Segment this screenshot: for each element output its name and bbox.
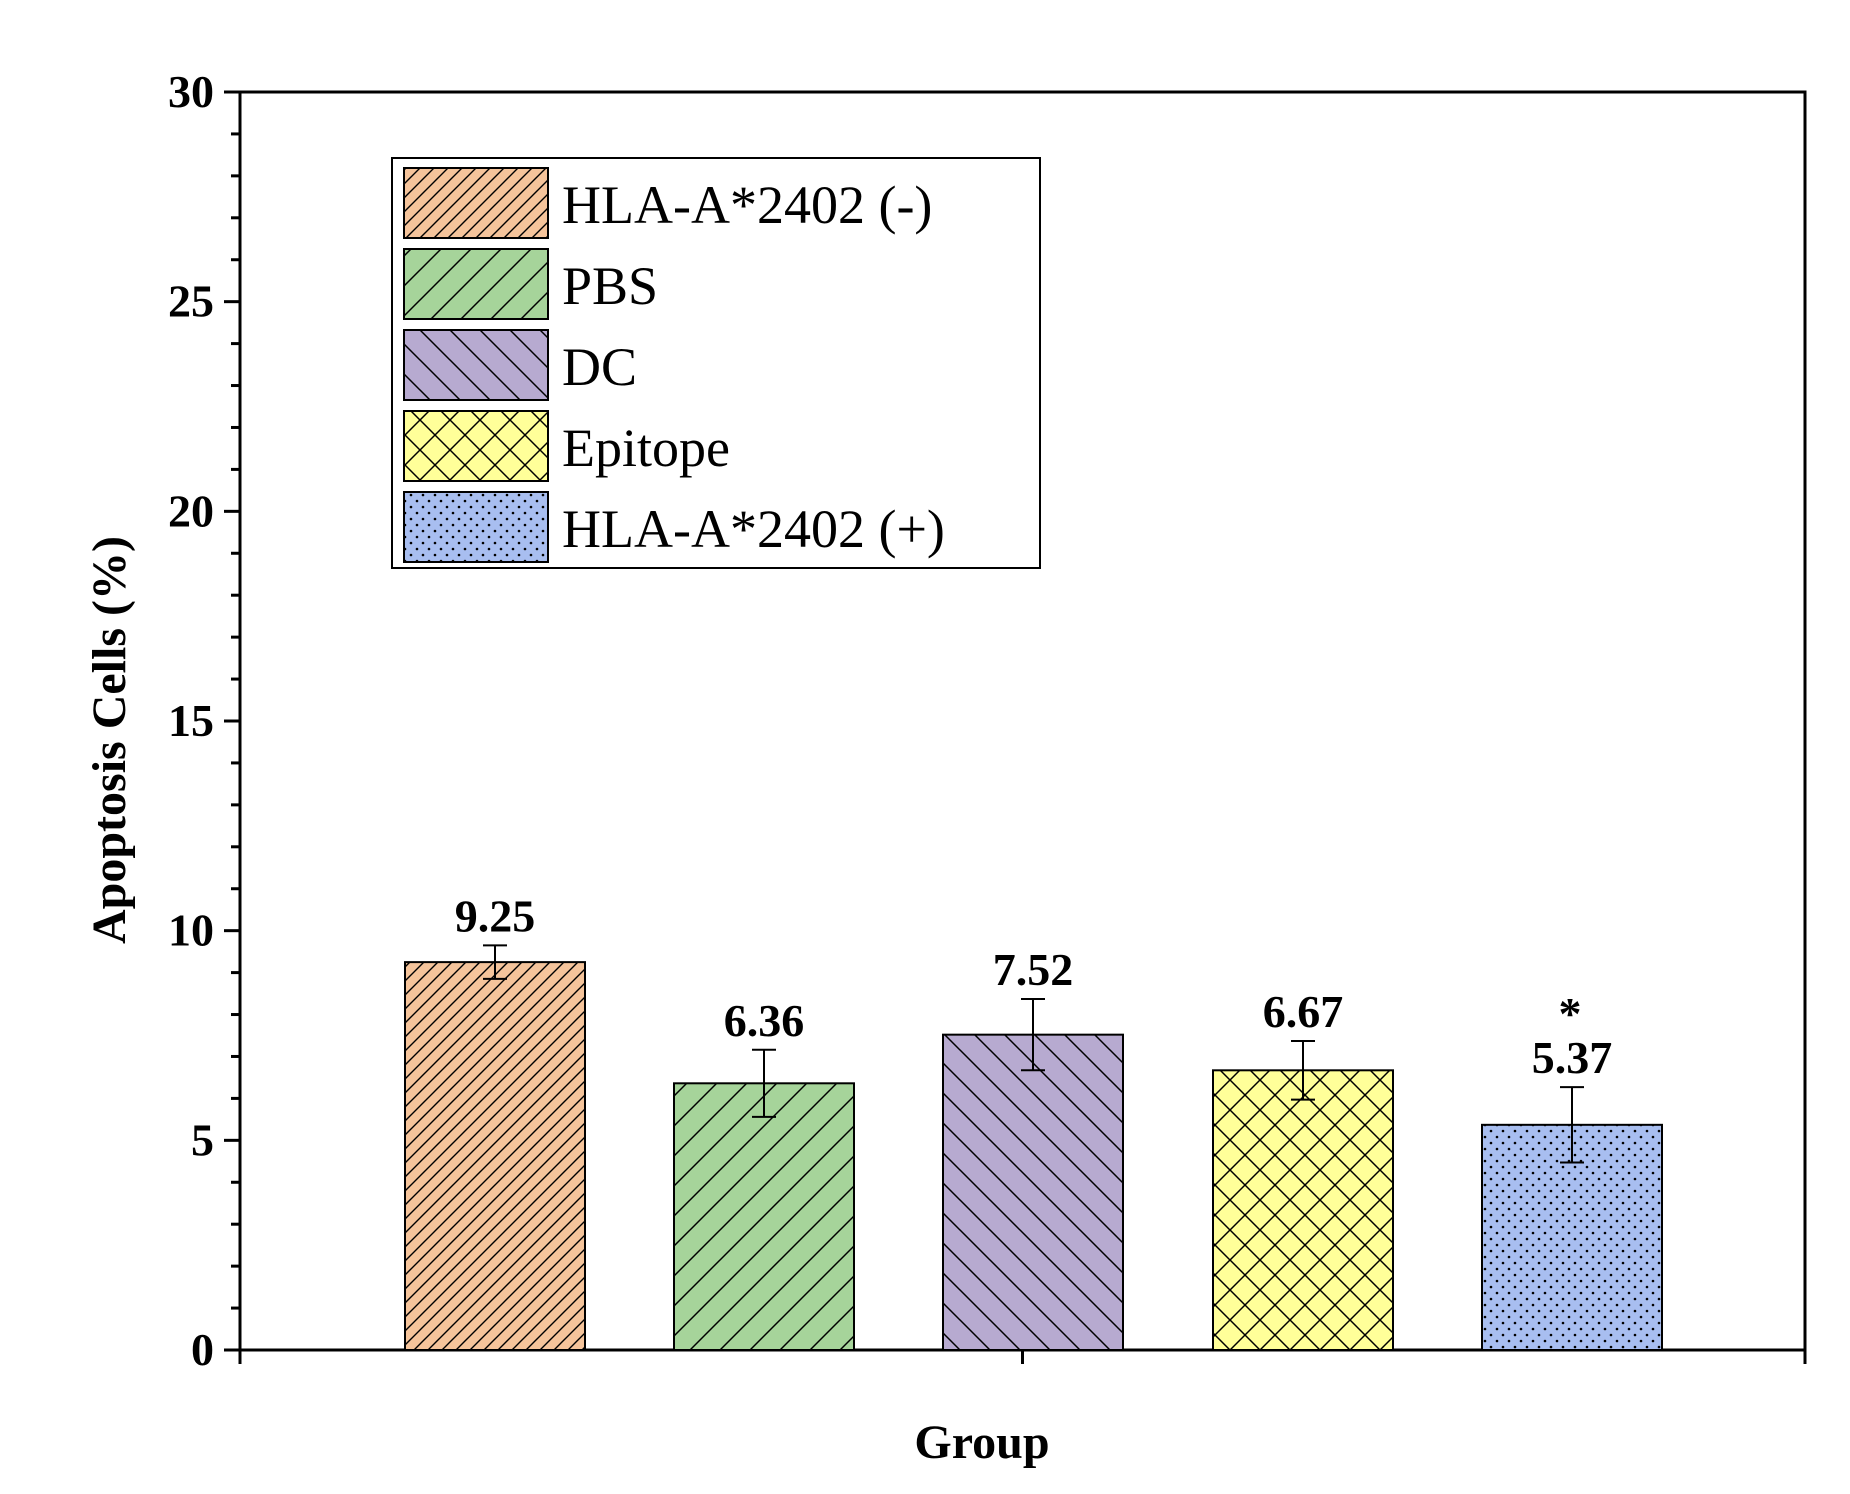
x-axis-title: Group — [914, 1416, 1049, 1469]
legend-swatch — [403, 410, 549, 482]
bar — [404, 961, 586, 1351]
y-tick-label: 30 — [168, 66, 214, 117]
significance-marker: * — [1559, 988, 1582, 1039]
y-axis: 0 5 10 15 20 25 30 — [168, 66, 240, 1375]
legend-swatch — [403, 248, 549, 320]
legend: HLA-A*2402 (-) PBS DC Epitope HLA-A*2402 (+) — [391, 157, 1041, 569]
data-label: 7.52 — [993, 944, 1074, 995]
y-tick-label: 15 — [168, 695, 214, 746]
legend-label: DC — [562, 337, 637, 397]
bar — [942, 1033, 1124, 1352]
bar — [673, 1082, 855, 1351]
legend-swatch — [403, 329, 549, 401]
legend-label: HLA-A*2402 (+) — [562, 499, 945, 559]
legend-swatch — [403, 167, 549, 239]
data-label: 9.25 — [455, 890, 536, 941]
legend-label: Epitope — [562, 418, 730, 478]
y-tick-label: 0 — [191, 1324, 214, 1375]
legend-label: PBS — [562, 256, 658, 316]
data-label: 6.36 — [724, 995, 805, 1046]
bar — [1212, 1069, 1394, 1352]
data-label: 5.37 — [1532, 1032, 1613, 1083]
legend-label: HLA-A*2402 (-) — [562, 175, 932, 235]
y-tick-label: 20 — [168, 485, 214, 536]
bars: 9.25 6.36 7.52 6.67 5.37* — [404, 890, 1663, 1352]
data-label: 6.67 — [1263, 986, 1344, 1037]
y-tick-label: 5 — [191, 1114, 214, 1165]
y-tick-label: 10 — [168, 905, 214, 956]
legend-swatch — [403, 491, 549, 563]
y-axis-title: Apoptosis Cells (%) — [83, 536, 136, 944]
y-tick-label: 25 — [168, 276, 214, 327]
